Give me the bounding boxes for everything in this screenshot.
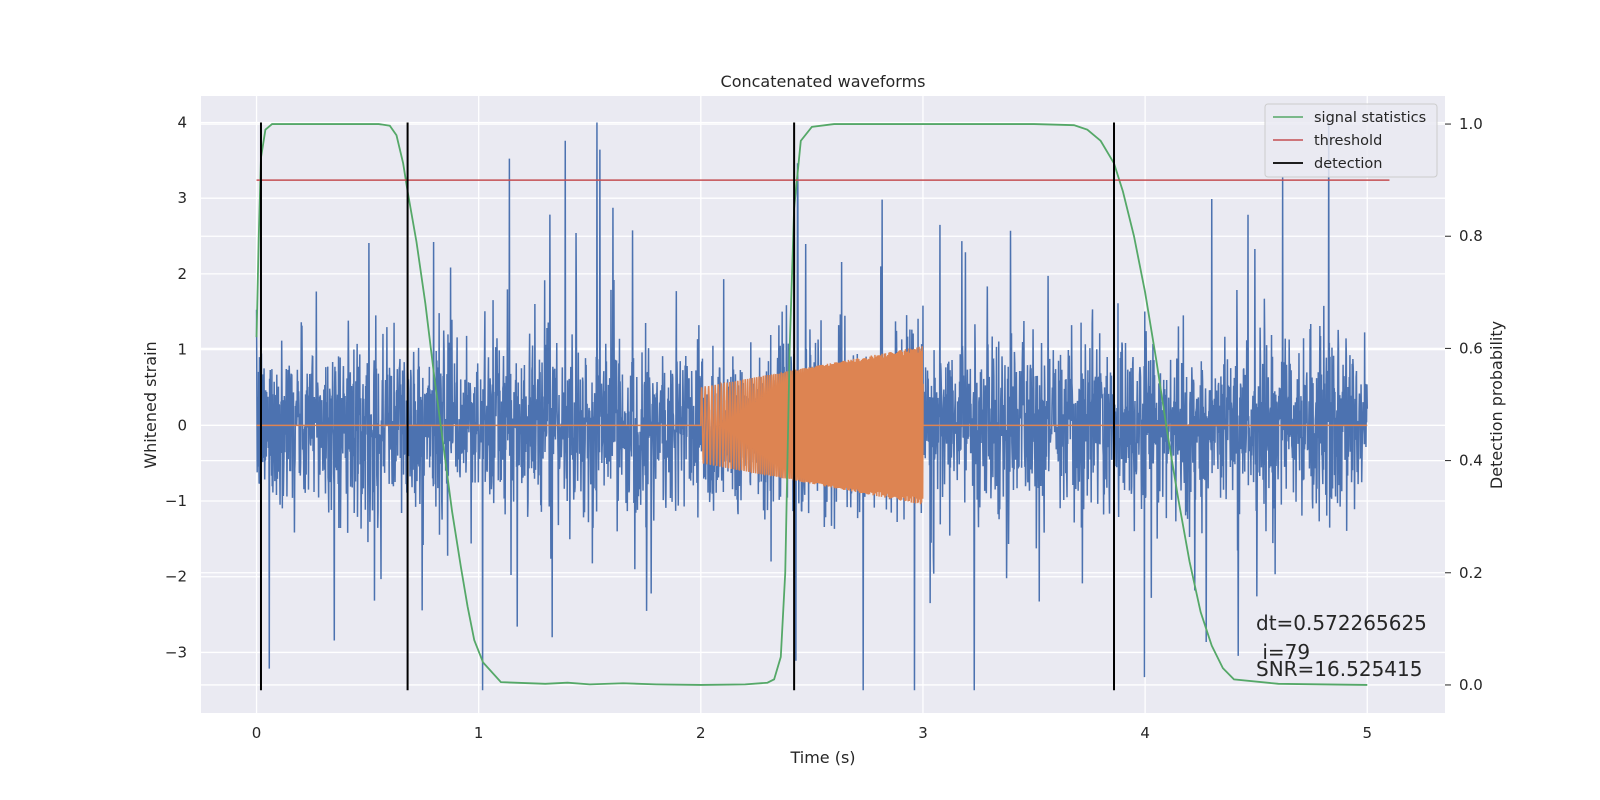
legend-label-signal-statistics: signal statistics: [1314, 110, 1426, 126]
y-tick-label-right: 0.8: [1459, 227, 1483, 245]
x-tick-label: 3: [918, 724, 928, 742]
y-tick-label-left: 1: [177, 341, 187, 359]
signal-statistics-line: [255, 123, 1368, 686]
y-axis-label-right: Detection probability: [1487, 321, 1506, 489]
signal-statistics-series: [255, 123, 1368, 686]
legend: signal statistics threshold detection: [1264, 103, 1438, 178]
x-tick-label: 2: [696, 724, 706, 742]
legend-label-threshold: threshold: [1314, 133, 1382, 149]
x-axis-label: Time (s): [789, 748, 855, 767]
annotation-snr: SNR=16.525415: [1256, 657, 1422, 681]
y-tick-label-right: 0.2: [1459, 564, 1483, 582]
y-axis-label-left: Whitened strain: [141, 341, 160, 468]
x-tick-label: 1: [474, 724, 484, 742]
legend-box: [1264, 103, 1438, 178]
ticks: 0 1 2 3 4 5 4 3 2 1 0 −1 −2 −3 1.0 0.8 0.6 0.4 0.2 0.0: [165, 113, 1483, 742]
x-tick-label: 0: [252, 724, 262, 742]
y-tick-label-left: 2: [177, 265, 187, 283]
y-tick-label-left: −3: [165, 643, 187, 661]
y-tick-label-right: 0.0: [1459, 676, 1483, 694]
y-tick-label-left: 4: [177, 113, 187, 131]
chirp-series: [256, 346, 1368, 505]
y-tick-label-right: 1.0: [1459, 115, 1483, 133]
y-tick-label-left: 3: [177, 189, 187, 207]
annotation-i: i=79: [1256, 640, 1310, 664]
detection-series: [259, 122, 1116, 691]
y-tick-label-left: −2: [165, 568, 187, 586]
chirp-line: [256, 346, 1368, 505]
x-tick-label: 5: [1362, 724, 1372, 742]
legend-label-detection: detection: [1314, 156, 1382, 172]
y-tick-label-right: 0.4: [1459, 452, 1483, 470]
chart-title: Concatenated waveforms: [721, 72, 926, 91]
y-tick-label-left: −1: [165, 492, 187, 510]
y-tick-label-right: 0.6: [1459, 339, 1483, 357]
x-tick-label: 4: [1140, 724, 1150, 742]
annotation-dt: dt=0.572265625: [1256, 611, 1427, 635]
y-tick-label-left: 0: [177, 416, 187, 434]
